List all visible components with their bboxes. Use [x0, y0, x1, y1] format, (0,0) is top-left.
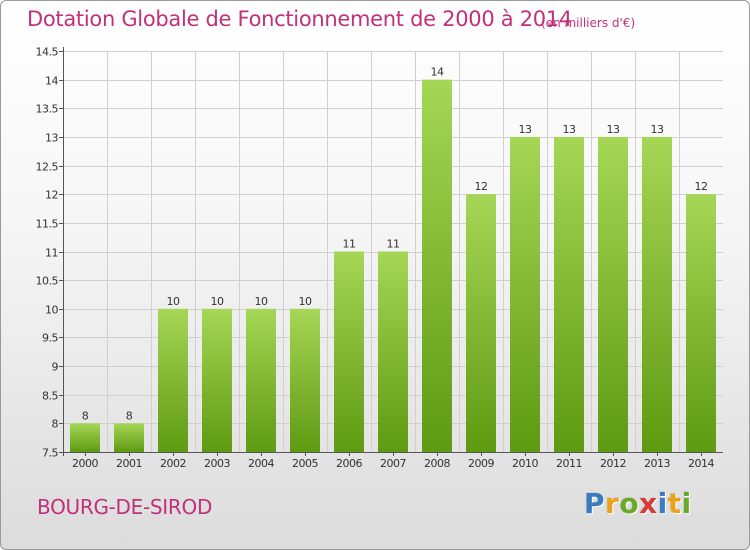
data-label: 12	[695, 180, 708, 193]
chart-subtitle: (en milliers d'€)	[541, 16, 636, 30]
y-tick-label: 10.5	[36, 275, 59, 288]
logo-letter: i	[657, 487, 668, 520]
data-label: 13	[651, 123, 664, 136]
bar-2012	[598, 136, 628, 452]
y-tick-label: 14.5	[36, 46, 59, 59]
y-tick-label: 9	[52, 361, 59, 374]
x-tick-label: 2012	[600, 457, 626, 470]
bar-2003	[202, 308, 232, 452]
bar-2000	[70, 423, 100, 452]
data-label: 13	[607, 123, 620, 136]
y-tick-label: 11	[45, 247, 58, 260]
bar-2002	[158, 308, 188, 452]
bar-2007	[378, 251, 408, 452]
chart-title: Dotation Globale de Fonctionnement de 20…	[27, 7, 572, 31]
x-tick-label: 2011	[556, 457, 582, 470]
logo-letter: r	[605, 487, 620, 520]
logo-letter: t	[667, 487, 682, 520]
x-tick-label: 2003	[204, 457, 230, 470]
x-tick-label: 2001	[116, 457, 142, 470]
bar-2005	[290, 308, 320, 452]
x-tick-label: 2006	[336, 457, 362, 470]
data-label: 14	[431, 66, 444, 79]
x-tick-label: 2000	[72, 457, 98, 470]
data-label: 10	[167, 295, 180, 308]
x-tick-label: 2009	[468, 457, 494, 470]
y-tick-label: 8.5	[42, 390, 58, 403]
data-label: 10	[255, 295, 268, 308]
data-label: 11	[343, 238, 356, 251]
x-tick-label: 2002	[160, 457, 186, 470]
y-tick-label: 12	[45, 189, 58, 202]
data-label: 13	[563, 123, 576, 136]
y-tick-label: 12.5	[36, 161, 59, 174]
bar-2001	[114, 423, 144, 452]
data-label: 10	[299, 295, 312, 308]
bar-2008	[422, 79, 452, 453]
x-tick-label: 2005	[292, 457, 318, 470]
data-label: 11	[387, 238, 400, 251]
bar-2011	[554, 136, 584, 452]
x-tick-label: 2004	[248, 457, 274, 470]
logo-letter: x	[639, 487, 658, 520]
data-label: 12	[475, 180, 488, 193]
y-tick-label: 14	[45, 75, 58, 88]
y-tick-label: 13	[45, 132, 58, 145]
bars: 8 8 10 10 10 10 11 11 14 12 13 13 13 13 12	[70, 66, 716, 453]
data-label: 13	[519, 123, 532, 136]
data-label: 10	[211, 295, 224, 308]
proxiti-logo: Proxiti	[584, 487, 692, 520]
logo-letter: P	[584, 487, 606, 520]
x-tick-label: 2008	[424, 457, 450, 470]
x-tick-label: 2010	[512, 457, 538, 470]
x-tick-label: 2013	[644, 457, 670, 470]
data-label: 8	[126, 409, 133, 422]
bar-2013	[642, 136, 672, 452]
logo-letter: o	[619, 487, 640, 520]
commune-name: BOURG-DE-SIROD	[37, 495, 213, 519]
bar-2004	[246, 308, 276, 452]
y-tick-label: 8	[52, 418, 59, 431]
bar-2009	[466, 194, 496, 452]
x-tick-label: 2007	[380, 457, 406, 470]
logo-letter: i	[681, 487, 692, 520]
y-tick-label: 9.5	[42, 332, 58, 345]
y-tick-label: 11.5	[36, 218, 59, 231]
y-tick-label: 7.5	[42, 447, 58, 460]
y-tick-label: 13.5	[36, 103, 59, 116]
bar-2006	[334, 251, 364, 452]
x-tick-label: 2014	[688, 457, 714, 470]
data-label: 8	[82, 409, 89, 422]
axes: 7.5 8 8.5 9 9.5 10 10.5 11 11.5 12 12.5 13 13.5 14 14.…	[36, 46, 723, 470]
bar-2014	[686, 194, 716, 452]
bar-2010	[510, 136, 540, 452]
y-tick-label: 10	[45, 304, 58, 317]
